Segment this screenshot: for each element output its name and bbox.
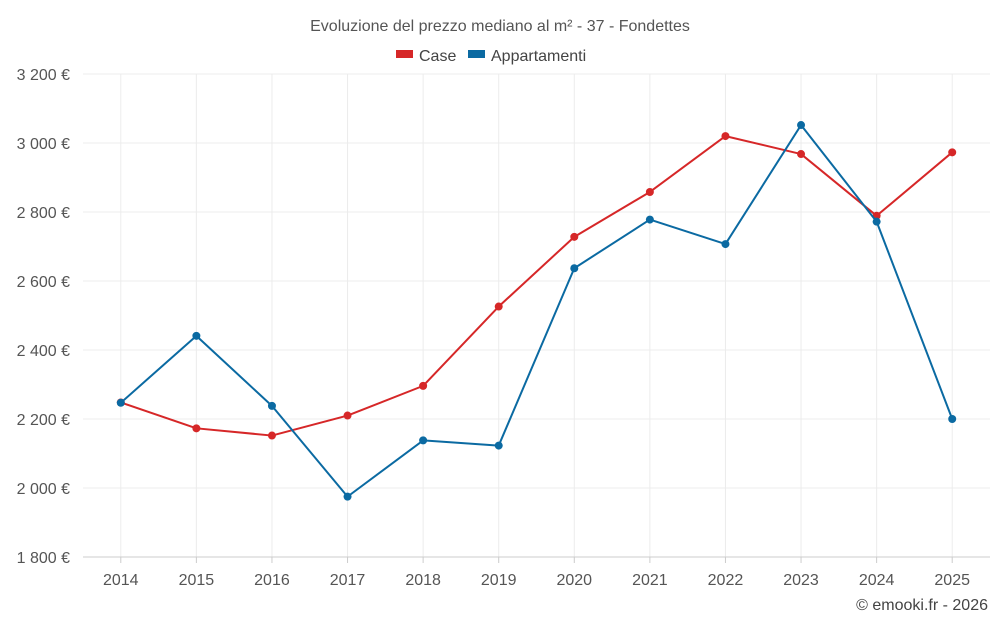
x-tick-label: 2022 [708, 572, 744, 589]
data-point-case[interactable] [192, 424, 201, 433]
data-point-case[interactable] [797, 150, 806, 159]
y-tick-label: 2 000 € [17, 481, 70, 498]
x-tick-label: 2023 [783, 572, 819, 589]
data-point-appartamenti[interactable] [192, 331, 201, 340]
legend-item-case[interactable]: Case [396, 48, 456, 65]
x-tick-label: 2015 [179, 572, 215, 589]
x-axis: 2014 2015 2016 2017 2018 2019 2020 2021 2022 2023… [83, 556, 990, 589]
x-tick-label: 2021 [632, 572, 668, 589]
x-tick-label: 2025 [934, 572, 970, 589]
y-tick-label: 1 800 € [17, 550, 70, 567]
series-appartamenti [116, 121, 957, 501]
credit-text: © emooki.fr - 2026 [856, 597, 988, 614]
y-tick-label: 2 400 € [17, 343, 70, 360]
chart-title: Evoluzione del prezzo mediano al m² - 37… [310, 18, 690, 35]
data-point-appartamenti[interactable] [343, 492, 352, 501]
data-point-appartamenti[interactable] [645, 215, 654, 224]
y-tick-label: 3 000 € [17, 136, 70, 153]
legend-label: Case [419, 48, 456, 65]
series-line-case [120, 135, 953, 437]
legend-swatch [468, 50, 485, 58]
y-tick-label: 2 200 € [17, 412, 70, 429]
y-tick-label: 3 200 € [17, 67, 70, 84]
y-axis: 1 800 € 2 000 € 2 200 € 2 400 € 2 600 € 2 800… [17, 67, 70, 567]
data-point-case[interactable] [494, 302, 503, 311]
data-point-case[interactable] [948, 148, 957, 157]
grid [83, 73, 990, 558]
x-tick-label: 2016 [254, 572, 290, 589]
data-point-appartamenti[interactable] [797, 121, 806, 130]
series-line-appartamenti [120, 124, 954, 498]
data-point-case[interactable] [343, 411, 352, 420]
data-point-appartamenti[interactable] [267, 401, 276, 410]
series-layer [116, 121, 957, 501]
series-case [116, 132, 957, 440]
legend: Case Appartamenti [396, 48, 586, 65]
data-point-case[interactable] [570, 232, 579, 241]
x-tick-label: 2020 [556, 572, 592, 589]
data-point-appartamenti[interactable] [116, 398, 125, 407]
y-tick-label: 2 800 € [17, 205, 70, 222]
x-tick-label: 2019 [481, 572, 517, 589]
data-point-case[interactable] [419, 381, 428, 390]
legend-label: Appartamenti [491, 48, 586, 65]
data-point-appartamenti[interactable] [494, 441, 503, 450]
data-point-case[interactable] [267, 431, 276, 440]
data-point-appartamenti[interactable] [721, 240, 730, 249]
data-point-appartamenti[interactable] [872, 217, 881, 226]
data-point-appartamenti[interactable] [948, 415, 957, 423]
legend-swatch [396, 50, 413, 58]
data-point-appartamenti[interactable] [570, 264, 579, 273]
x-tick-label: 2017 [330, 572, 366, 589]
x-tick-label: 2018 [405, 572, 441, 589]
data-point-case[interactable] [645, 187, 654, 196]
x-tick-label: 2014 [103, 572, 139, 589]
y-tick-label: 2 600 € [17, 274, 70, 291]
x-tick-label: 2024 [859, 572, 895, 589]
legend-item-appartamenti[interactable]: Appartamenti [468, 48, 586, 65]
data-point-appartamenti[interactable] [419, 436, 428, 445]
data-point-case[interactable] [721, 132, 730, 141]
